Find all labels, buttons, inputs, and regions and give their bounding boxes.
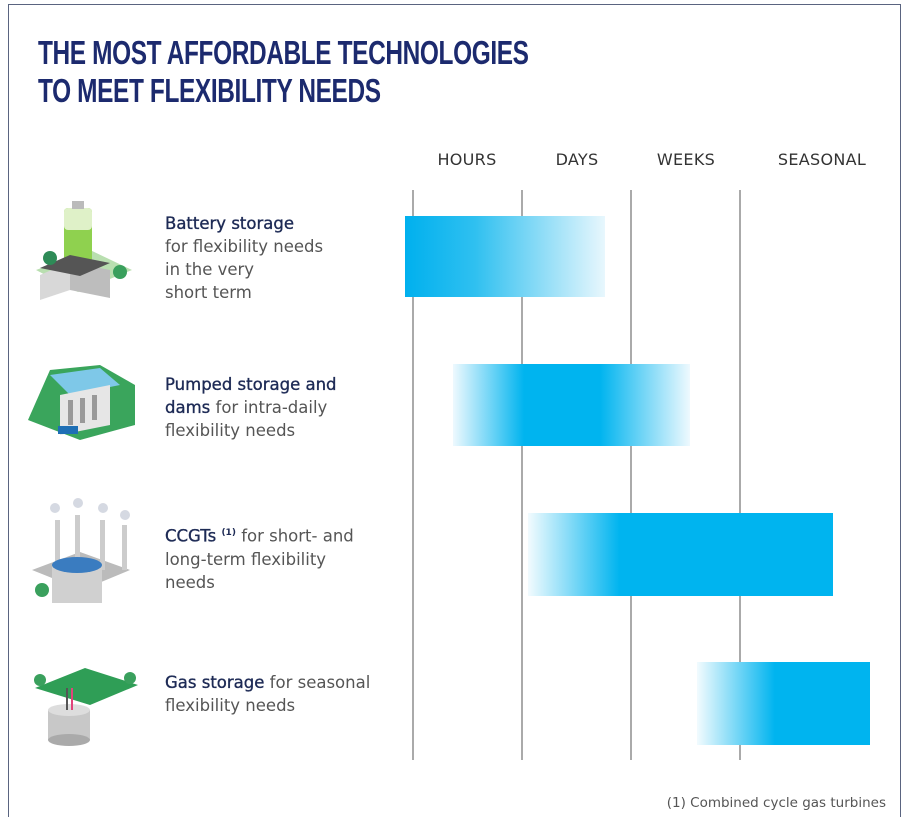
column-header: SEASONAL — [777, 150, 867, 169]
row-title: CCGTs — [165, 526, 217, 546]
title-line: THE MOST AFFORDABLE TECHNOLOGIES — [38, 34, 529, 71]
row-title: Pumped storage and dams — [165, 375, 337, 417]
row-description: for seasonal flexibility needs — [165, 673, 371, 715]
footnote: (1) Combined cycle gas turbines — [666, 795, 886, 811]
row-label: Gas storage for seasonal flexibility nee… — [165, 671, 370, 717]
column-header: WEEKS — [656, 150, 716, 169]
gas-storage-icon — [34, 668, 138, 746]
range-bar — [697, 662, 870, 745]
ccgt-icon — [32, 498, 130, 603]
frame — [8, 4, 901, 817]
row-title: Gas storage — [165, 673, 265, 692]
range-bar — [453, 364, 690, 446]
row-title: Battery storage — [165, 214, 294, 233]
title-line: TO MEET FLEXIBILITY NEEDS — [38, 72, 381, 109]
column-header: DAYS — [555, 150, 599, 169]
row-label: Battery storage for flexibility needs in … — [165, 212, 323, 304]
row-label: Pumped storage and dams for intra-daily … — [165, 373, 337, 442]
row-label: CCGTs (1) for short- and long-term flexi… — [165, 522, 354, 594]
row-description: for intra-daily flexibility needs — [165, 398, 328, 440]
range-bar — [528, 513, 833, 596]
range-bar — [405, 216, 605, 297]
battery-icon — [36, 201, 132, 300]
dam-icon — [28, 365, 135, 440]
row-description: for flexibility needs in the very short … — [165, 237, 324, 302]
column-header: HOURS — [437, 150, 497, 169]
row-description: for short- and long-term flexibility nee… — [165, 526, 354, 592]
row-note: (1) — [221, 528, 236, 538]
